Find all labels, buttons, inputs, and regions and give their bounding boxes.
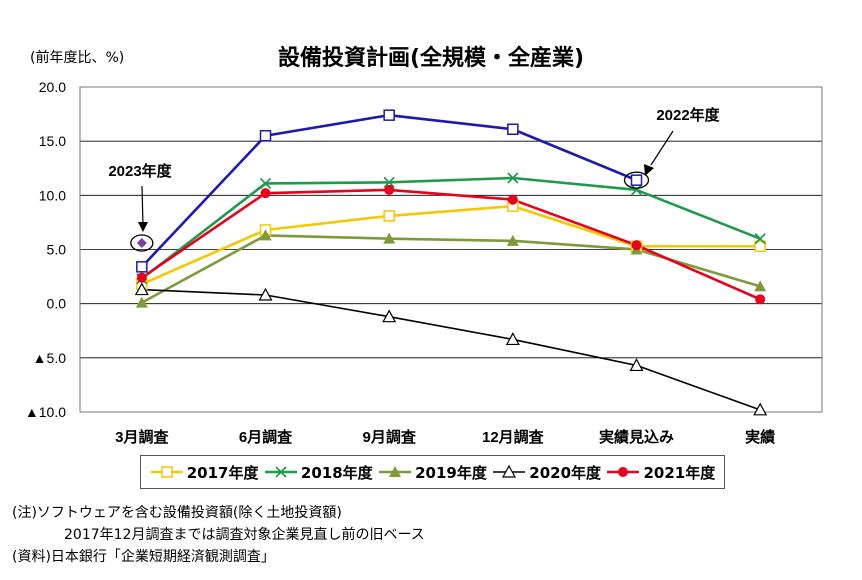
data-point-2020: [258, 287, 273, 301]
legend-label-2018: 2018年度: [300, 463, 373, 482]
legend-item-2018: 2018年度: [264, 462, 373, 483]
data-point-2022: [507, 123, 519, 135]
data-point-2022: [259, 130, 272, 142]
series-line-2017: [141, 204, 761, 286]
data-point-2020: [134, 282, 149, 296]
data-point-2018: [507, 172, 519, 184]
plot-area-border: [79, 86, 823, 413]
data-point-2019: [383, 232, 396, 244]
data-point-2021: [507, 194, 518, 205]
data-point-2018: [259, 177, 272, 190]
data-point-2018: [383, 176, 395, 188]
legend-item-2019: 2019年度: [378, 462, 487, 483]
series-line-2021: [141, 188, 761, 301]
data-point-2019: [754, 280, 767, 292]
data-point-2017: [383, 210, 395, 222]
x-tick-label: 実績見込み: [599, 428, 674, 446]
legend-item-2017: 2017年度: [150, 462, 259, 483]
x-tick-label: 9月調査: [362, 428, 416, 446]
y-tick-label: ▲5.0: [33, 350, 67, 366]
chart-title: 設備投資計画(全規模・全産業): [277, 46, 585, 71]
legend-swatch-2020: [493, 465, 526, 478]
data-point-2019: [259, 229, 272, 241]
data-point-2021: [755, 294, 766, 305]
legend-swatch-2021: [607, 467, 640, 477]
callout-2023-arrowhead: [138, 222, 148, 232]
x-tick-label: 3月調査: [115, 428, 169, 446]
legend-item-2021: 2021年度: [606, 462, 715, 483]
data-point-2018: [630, 184, 643, 196]
x-tick-label: 6月調査: [239, 428, 293, 446]
y-tick-label: ▲10.0: [25, 404, 66, 420]
callout-2022-arrowhead: [644, 164, 654, 176]
footnotes: (注)ソフトウェアを含む設備投資額(除く土地投資額) 2017年12月調査までは…: [12, 502, 425, 568]
callout-2023-circle: [130, 234, 154, 252]
data-point-2020: [505, 332, 520, 346]
axes: ▲10.0 ▲5.0 0.0 5.0 10.0 15.0 20.0 3月調査 6月調査 9月調査 1…: [25, 79, 823, 446]
data-point-2021: [384, 184, 395, 195]
data-point-2021: [136, 272, 147, 283]
y-tick-label: 0.0: [47, 296, 67, 312]
series-line-2020: [141, 288, 761, 411]
x-tick-label: 12月調査: [482, 428, 545, 446]
data-point-2020: [629, 358, 644, 372]
legend-label-2021: 2021年度: [643, 463, 716, 482]
data-point-2019: [506, 234, 519, 246]
data-point-2017: [754, 240, 766, 252]
callout-2022-label: 2022年度: [656, 106, 720, 124]
y-tick-label: 15.0: [39, 133, 66, 149]
data-point-2018: [754, 233, 766, 245]
note-definition: (注)ソフトウェアを含む設備投資額(除く土地投資額): [12, 505, 342, 521]
data-point-2020: [753, 402, 768, 416]
callout-2023-label: 2023年度: [108, 162, 172, 180]
data-point-2022: [630, 174, 643, 186]
legend-swatch-2017: [150, 466, 183, 478]
callout-2022-circle: [623, 171, 650, 189]
callouts: 2023年度 2022年度: [108, 106, 721, 252]
data-point-2021: [260, 188, 271, 199]
y-tick-label: 10.0: [39, 187, 66, 203]
legend-label-2019: 2019年度: [415, 463, 487, 482]
legend-label-2020: 2020年度: [529, 463, 602, 482]
legend: 2017年度 2018年度 2019年度 2020年度 2021年度: [140, 455, 725, 489]
y-axis-unit-label: (前年度比、%): [30, 50, 125, 66]
data-point-2023: [136, 238, 147, 248]
data-point-2022: [136, 261, 148, 273]
legend-item-2020: 2020年度: [492, 462, 601, 483]
series-line-2018: [141, 176, 761, 280]
callout-2022-arrow: [650, 130, 674, 166]
callout-2023-arrow: [141, 185, 144, 227]
y-tick-label: 20.0: [39, 79, 66, 95]
data-point-2021: [631, 240, 642, 251]
note-basis-change: 2017年12月調査までは調査対象企業見直し前の旧ベース: [64, 527, 425, 543]
line-chart: ▲10.0 ▲5.0 0.0 5.0 10.0 15.0 20.0 3月調査 6月調査 9月調査 1…: [25, 79, 823, 446]
series-markers: [134, 109, 768, 416]
gridlines: [80, 86, 822, 359]
x-tick-label: 実績: [745, 428, 775, 446]
note-source: (資料)日本銀行「企業短期経済観測調査」: [12, 549, 275, 565]
legend-swatch-2019: [379, 466, 412, 477]
y-tick-label: 5.0: [47, 242, 67, 258]
data-point-2022: [383, 109, 395, 121]
data-point-2019: [135, 296, 148, 308]
series-line-2019: [141, 234, 761, 304]
data-point-2020: [382, 309, 397, 323]
legend-swatch-2018: [264, 466, 297, 478]
series-lines: [140, 113, 761, 411]
legend-label-2017: 2017年度: [186, 463, 259, 482]
